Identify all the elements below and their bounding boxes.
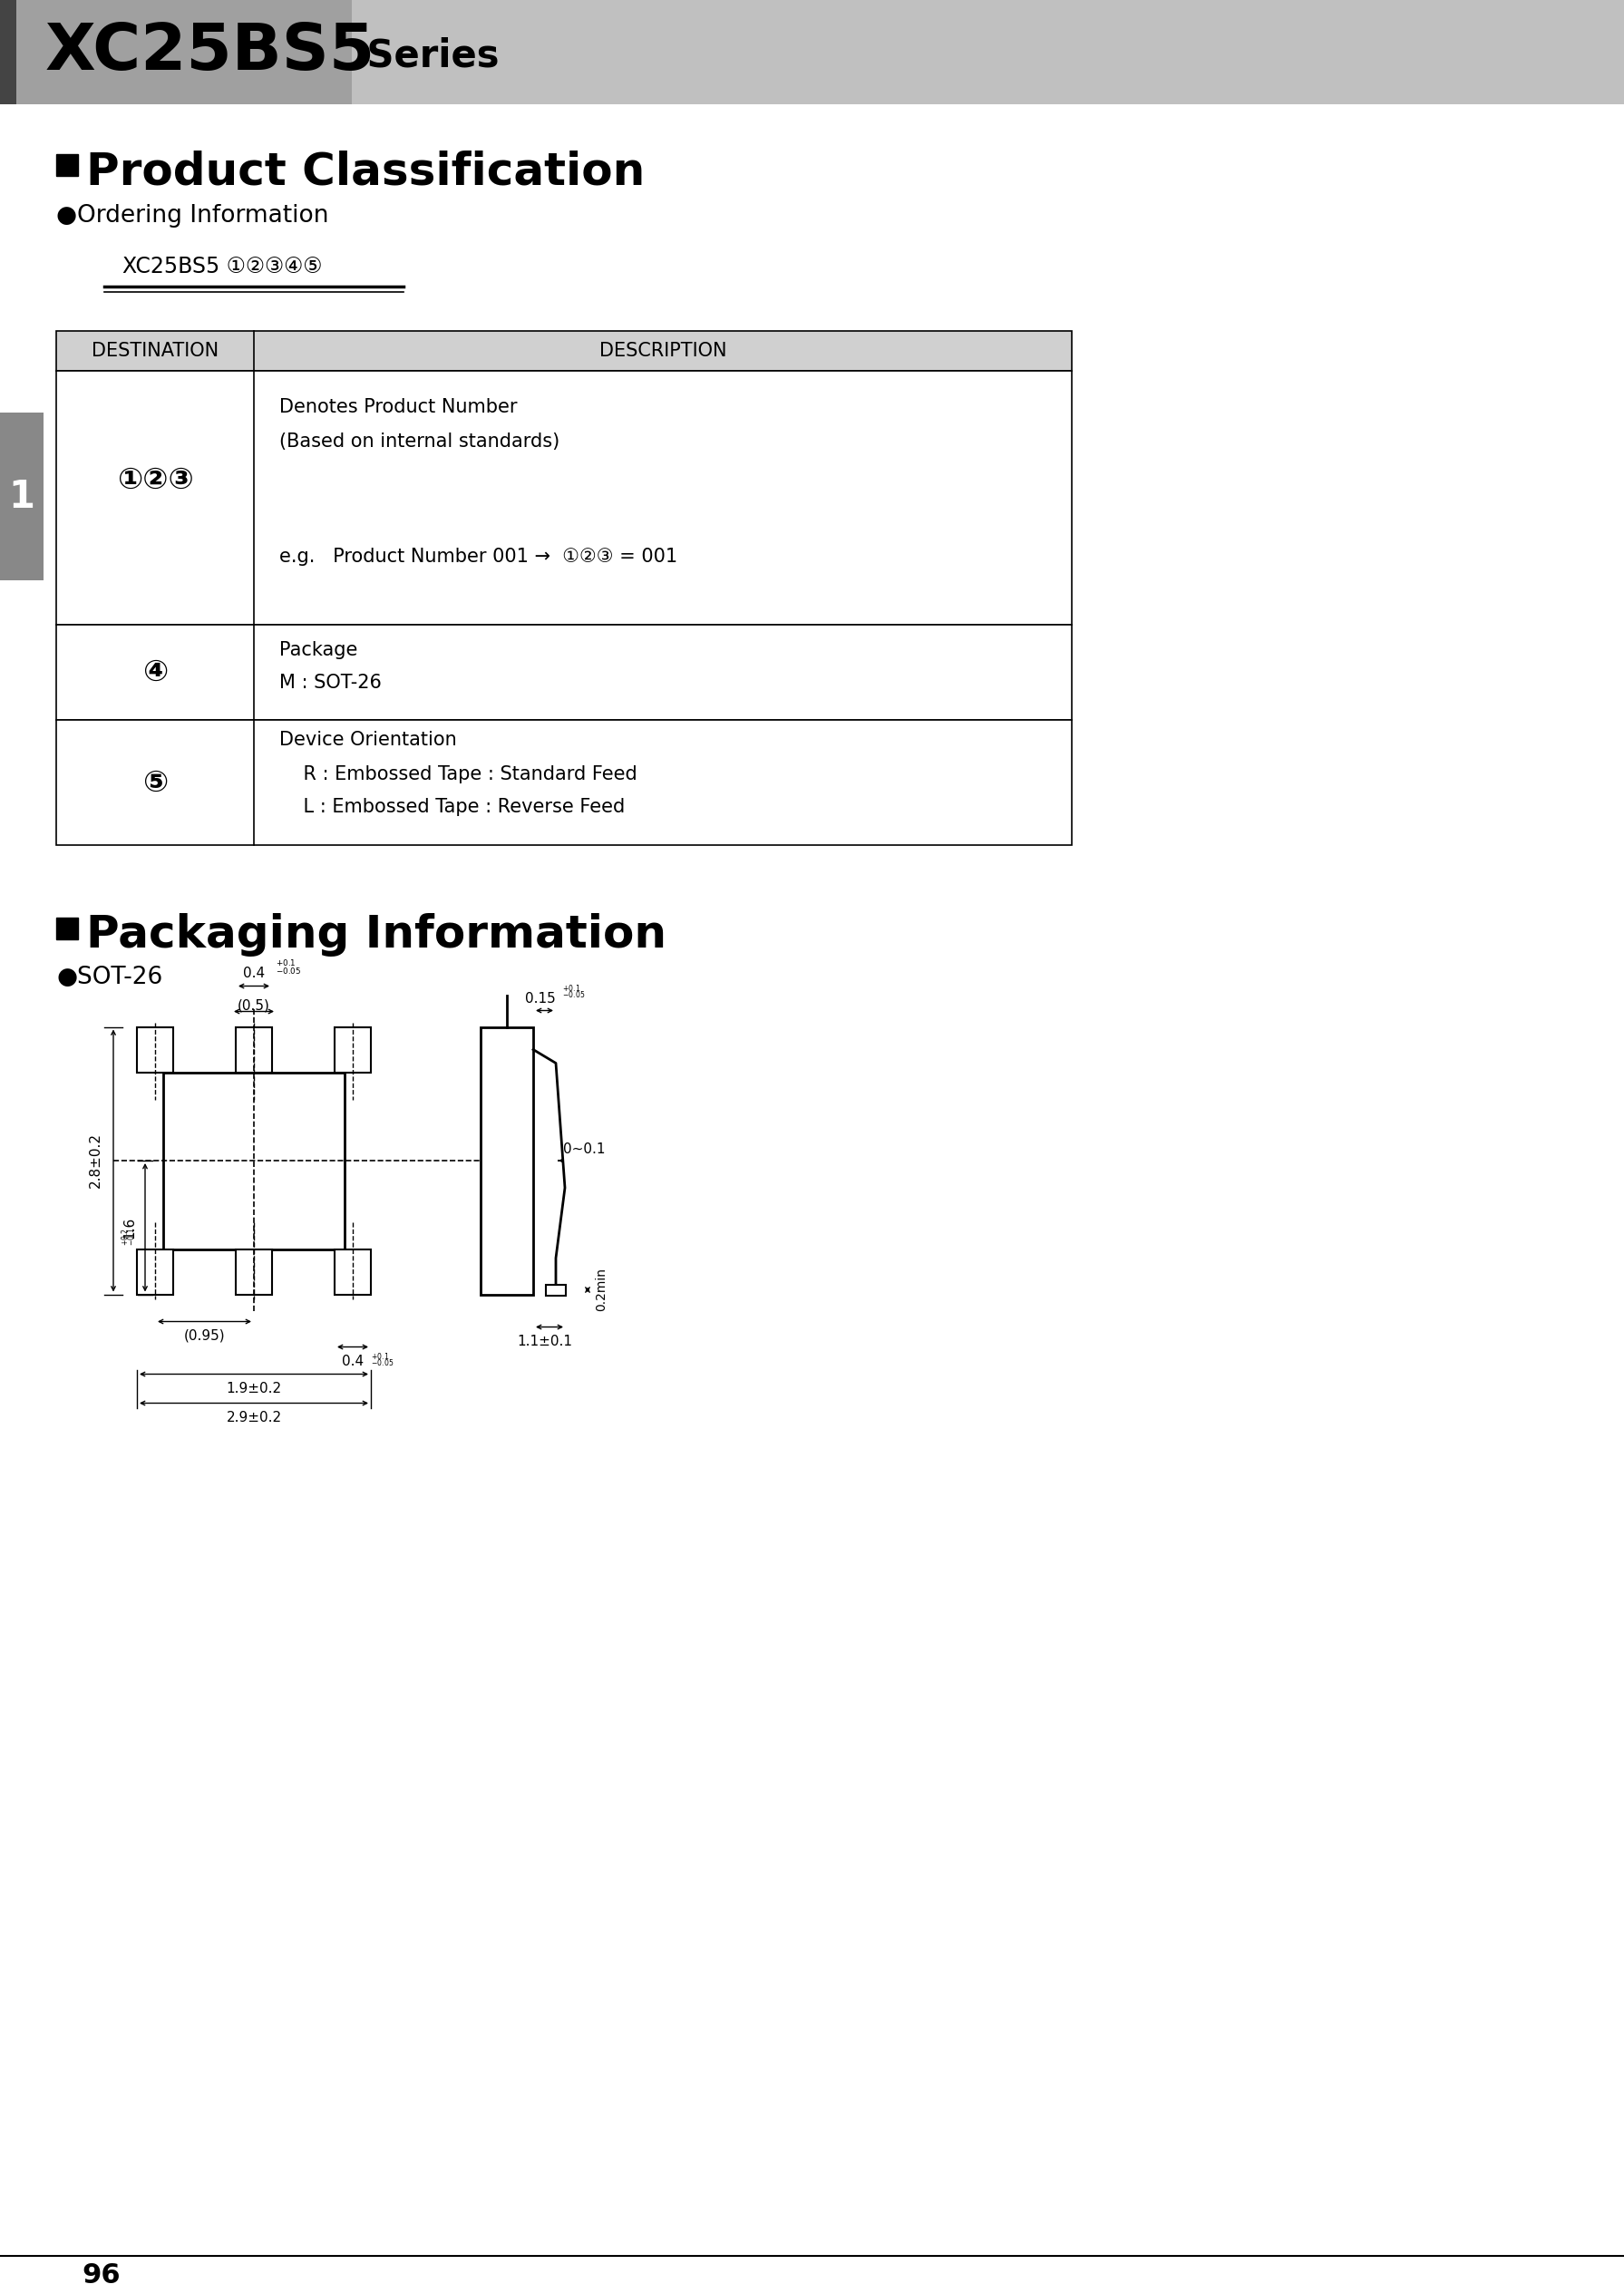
- Bar: [335, 1028, 370, 1071]
- Text: 2.9±0.2: 2.9±0.2: [226, 1411, 281, 1425]
- Text: 0.15: 0.15: [525, 991, 555, 1005]
- Bar: [546, 1285, 565, 1296]
- Bar: [57, 154, 78, 177]
- Text: ①②③: ①②③: [117, 466, 193, 496]
- Text: (0.5): (0.5): [237, 998, 270, 1012]
- Bar: [57, 918, 78, 938]
- Text: Denotes Product Number: Denotes Product Number: [279, 399, 518, 415]
- Text: 1.1±0.1: 1.1±0.1: [516, 1335, 572, 1349]
- Bar: [0, 0, 1624, 103]
- Bar: [57, 720, 1072, 844]
- Text: e.g.   Product Number 001 →  ①②③ = 001: e.g. Product Number 001 → ①②③ = 001: [279, 548, 677, 567]
- Text: 0.4: 0.4: [244, 968, 265, 980]
- Text: 0~0.1: 0~0.1: [564, 1142, 606, 1156]
- Bar: [57, 372, 1072, 624]
- Text: (0.95): (0.95): [184, 1328, 226, 1342]
- Bar: [136, 1248, 174, 1294]
- Text: Device Orientation: Device Orientation: [279, 732, 456, 748]
- Text: 1.9±0.2: 1.9±0.2: [226, 1381, 281, 1395]
- Bar: [0, 0, 16, 103]
- Text: 1.6: 1.6: [122, 1216, 136, 1239]
- Text: ●SOT-26: ●SOT-26: [57, 966, 162, 989]
- Text: $^{+0.1}_{-0.05}$: $^{+0.1}_{-0.05}$: [276, 959, 300, 977]
- Text: Packaging Information: Packaging Information: [86, 913, 666, 957]
- Text: R : Embossed Tape : Standard Feed: R : Embossed Tape : Standard Feed: [279, 766, 637, 785]
- Text: DESCRIPTION: DESCRIPTION: [599, 342, 726, 360]
- Text: 96: 96: [81, 2262, 120, 2289]
- Text: Product Classification: Product Classification: [86, 149, 645, 193]
- Text: 1: 1: [8, 477, 34, 516]
- Text: ●Ordering Information: ●Ordering Information: [57, 204, 328, 227]
- Text: $^{+0.1}_{-0.05}$: $^{+0.1}_{-0.05}$: [562, 984, 586, 1002]
- Bar: [0, 413, 44, 580]
- Text: Package: Package: [279, 640, 357, 658]
- Text: $^{+0.2}_{-0.1}$: $^{+0.2}_{-0.1}$: [120, 1227, 138, 1246]
- Text: $^{+0.1}_{-0.05}$: $^{+0.1}_{-0.05}$: [370, 1351, 393, 1370]
- Text: 2.8±0.2: 2.8±0.2: [89, 1133, 102, 1188]
- Text: 0.4: 0.4: [341, 1353, 364, 1367]
- Text: DESTINATION: DESTINATION: [91, 342, 219, 360]
- Text: M : SOT-26: M : SOT-26: [279, 674, 382, 693]
- Bar: [164, 1071, 344, 1248]
- Text: XC25BS5: XC25BS5: [45, 21, 375, 83]
- Text: XC25BS5 ①②③④⑤: XC25BS5 ①②③④⑤: [122, 255, 322, 278]
- Text: L : Embossed Tape : Reverse Feed: L : Embossed Tape : Reverse Feed: [279, 798, 625, 817]
- Bar: [16, 0, 352, 103]
- Bar: [57, 330, 1072, 372]
- Bar: [136, 1028, 174, 1071]
- Text: ⑤: ⑤: [143, 768, 167, 798]
- Bar: [481, 1028, 533, 1294]
- Bar: [235, 1028, 273, 1071]
- Text: (Based on internal standards): (Based on internal standards): [279, 434, 560, 450]
- Bar: [57, 624, 1072, 720]
- Text: ④: ④: [143, 658, 167, 688]
- Text: Series: Series: [354, 37, 499, 76]
- Text: 0.2min: 0.2min: [594, 1269, 607, 1312]
- Bar: [335, 1248, 370, 1294]
- Bar: [235, 1248, 273, 1294]
